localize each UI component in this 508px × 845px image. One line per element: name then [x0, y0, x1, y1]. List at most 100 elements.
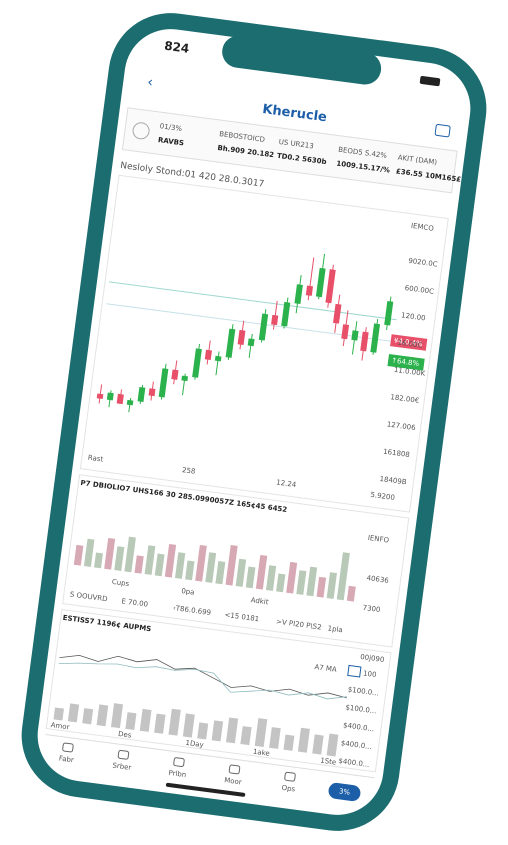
notch	[222, 35, 382, 85]
volume-bar	[124, 536, 136, 573]
status-time: 824	[163, 39, 190, 56]
volume-side-label: 40636	[366, 574, 390, 585]
volume-bar	[336, 552, 350, 601]
candle-body	[148, 388, 156, 397]
lower-bar	[82, 708, 94, 725]
tab-icon[interactable]	[284, 771, 296, 782]
candle-body	[192, 348, 202, 378]
volume-bar	[94, 552, 103, 569]
candle-body	[384, 300, 394, 326]
tab-label[interactable]: Srber	[112, 762, 132, 772]
lower-bar	[283, 734, 295, 751]
volume-bar	[134, 555, 144, 574]
lower-bar	[154, 713, 166, 734]
lower-bar	[182, 713, 195, 738]
candle-body	[351, 330, 359, 341]
volume-bar	[326, 572, 337, 599]
price-label: 600.00C	[404, 284, 434, 296]
lower-x-label: Des	[118, 730, 133, 740]
phone: 824 ‹ Kherucle Nesloly Stond:01 420 28.0…	[21, 13, 487, 831]
candle-body	[370, 323, 381, 353]
lower-corner: 00j090	[360, 653, 385, 664]
candle-body	[333, 303, 342, 324]
candle-body	[294, 284, 303, 305]
tab-label[interactable]: Fabr	[58, 754, 74, 764]
candle-body	[204, 349, 212, 361]
volume-bar	[225, 545, 238, 586]
tab-divider	[45, 733, 375, 779]
lower-x-label: 1ake	[252, 748, 270, 758]
volume-bar	[255, 554, 268, 590]
lower-x-label: 1Ste	[320, 757, 337, 767]
lower-bar	[197, 722, 209, 740]
tab-label[interactable]: Moor	[224, 776, 242, 786]
volume-bar	[286, 561, 298, 594]
volume-corner: IENFO	[367, 534, 390, 545]
main-chart-panel	[79, 174, 449, 513]
candle-body	[158, 368, 169, 398]
candle-body	[315, 267, 326, 298]
tab-label[interactable]: Prlbn	[168, 769, 187, 779]
lower-bar	[240, 726, 252, 746]
tab-active[interactable]	[328, 782, 362, 802]
candle-body	[214, 355, 222, 362]
tab-icon[interactable]	[117, 749, 130, 760]
candle-body	[237, 329, 246, 345]
indicator[interactable]: A7 MA	[314, 663, 337, 674]
candle-body	[341, 324, 350, 340]
x-label: 258	[182, 466, 196, 476]
lower-bar	[110, 703, 124, 729]
candle-body	[137, 386, 146, 403]
price-label: 120.00	[401, 311, 426, 322]
volume-x-label: 0pa	[181, 587, 195, 597]
candle-body	[305, 285, 314, 296]
candle-body	[116, 393, 124, 405]
volume-bar	[164, 543, 177, 578]
indicator-value: 100	[363, 669, 377, 679]
price-label: 127.006	[386, 420, 416, 432]
indicator-toggle[interactable]	[347, 664, 362, 678]
share-icon[interactable]	[434, 124, 451, 138]
back-button[interactable]: ‹	[146, 74, 154, 91]
candle-body	[281, 301, 291, 327]
candle-body	[247, 338, 255, 347]
candle-body	[106, 392, 114, 401]
lower-bar	[297, 727, 310, 753]
candle-body	[126, 399, 134, 406]
volume-bar	[114, 546, 125, 571]
tab-icon[interactable]	[62, 742, 74, 753]
volume-bar	[215, 561, 226, 585]
stat-value: RAVBS	[157, 136, 184, 147]
tab-icon[interactable]	[228, 764, 241, 775]
volume-side-label: 7300	[362, 604, 381, 614]
lower-bar	[139, 708, 152, 732]
price-label: 182.00€	[390, 393, 420, 405]
tab-label[interactable]: 3%	[338, 787, 350, 796]
lower-x-label: 1Day	[185, 739, 204, 749]
price-tag	[390, 334, 428, 351]
indicator-line	[59, 654, 347, 699]
volume-bar	[316, 576, 327, 598]
volume-bar	[185, 560, 195, 581]
candle-wick	[98, 384, 103, 404]
x-label: Rast	[87, 454, 104, 464]
volume-bar	[174, 552, 186, 579]
tab-icon[interactable]	[173, 757, 185, 767]
candle-body	[271, 314, 279, 326]
candle-body	[181, 375, 188, 382]
volume-bar	[276, 573, 286, 593]
lower-bar	[269, 727, 281, 749]
level-line	[108, 281, 397, 321]
candle-body	[325, 269, 336, 304]
lower-bar	[211, 720, 224, 742]
volume-bar	[195, 544, 207, 582]
stats-icon[interactable]	[132, 122, 150, 140]
volume-bar	[265, 565, 277, 591]
lower-bar	[125, 712, 137, 731]
lower-bar	[225, 717, 239, 744]
volume-bar	[104, 537, 116, 570]
price-tag-label: ¥4.0.4%	[393, 337, 423, 349]
tab-label[interactable]: Ops	[281, 784, 296, 794]
